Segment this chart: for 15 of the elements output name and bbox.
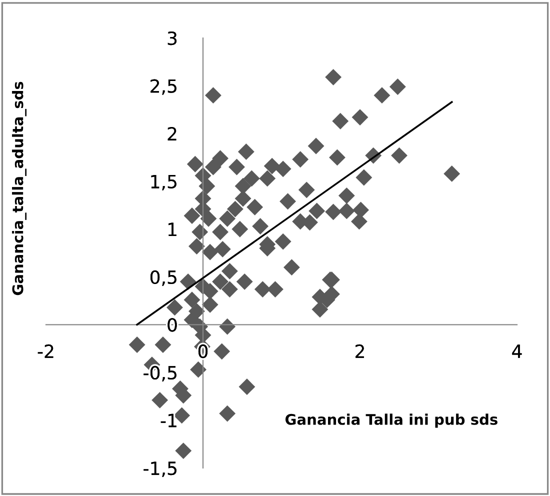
x-axis-title: Ganancia Talla ini pub sds	[285, 414, 498, 428]
y-tick-label: 3	[168, 31, 177, 46]
y-tick-label: 2	[168, 127, 176, 140]
y-tick-label: -1,5	[144, 462, 176, 477]
x-tick-label: -2	[38, 344, 54, 358]
y-tick-label: -0,5	[144, 366, 176, 382]
y-tick-label: 0	[168, 318, 177, 332]
x-tick-label: 4	[512, 344, 522, 358]
y-axis-title: Ganancia_talla_adulta_sds	[12, 82, 27, 296]
y-tick-label: 0,5	[150, 270, 176, 286]
y-tick-label: 1,5	[151, 175, 176, 190]
y-tick-label: 1	[168, 222, 176, 236]
x-tick-label: 2	[356, 344, 364, 358]
y-tick-label: 2,5	[150, 79, 176, 95]
y-tick-label: -1	[160, 414, 176, 428]
